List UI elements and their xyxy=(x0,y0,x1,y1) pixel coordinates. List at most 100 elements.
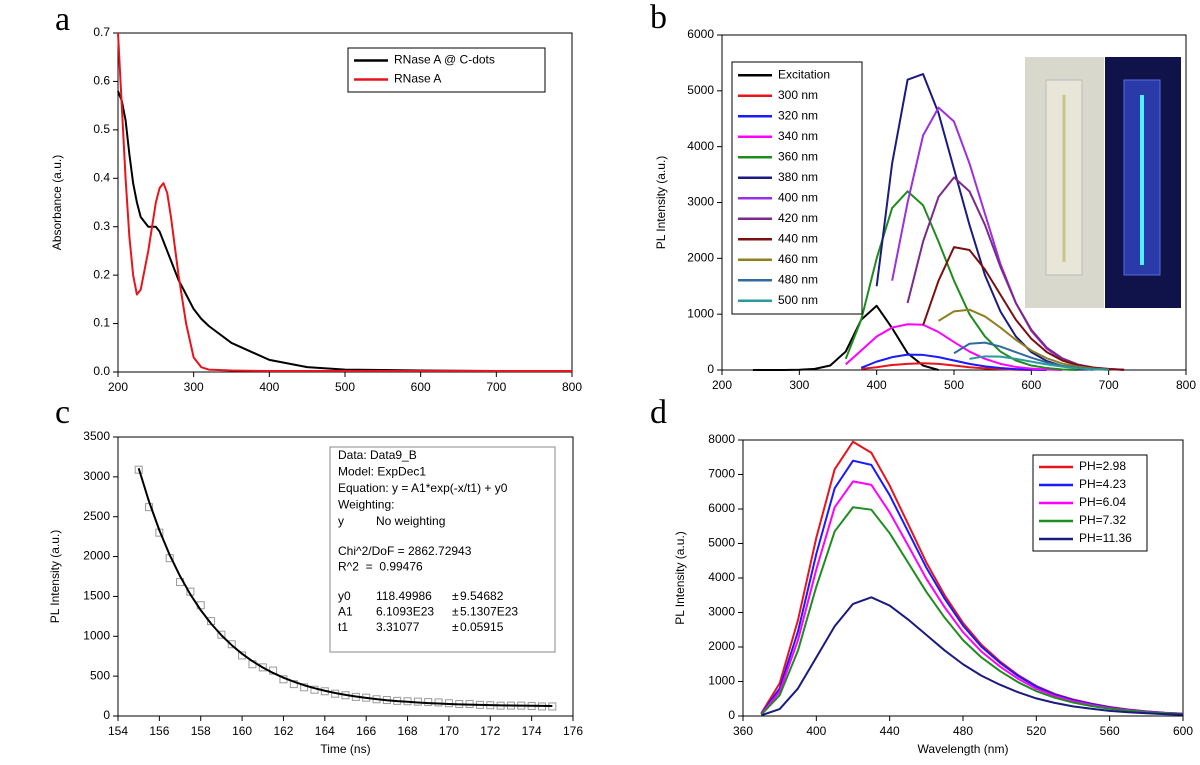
legend-label: PH=11.36 xyxy=(1079,531,1132,545)
fit-param-error: 9.54682 xyxy=(460,589,504,603)
legend-label: PH=4.23 xyxy=(1079,477,1126,491)
fit-param-error: 0.05915 xyxy=(460,620,504,634)
legend-box xyxy=(347,47,546,93)
fit-box-frame xyxy=(329,446,556,653)
fit-text: Chi^2/DoF = 2862.72943 xyxy=(338,544,472,558)
x-tick-label: 158 xyxy=(191,724,211,738)
x-tick-label: 520 xyxy=(1026,724,1046,738)
y-tick-label: 6000 xyxy=(708,501,735,515)
y-tick-label: 500 xyxy=(90,668,110,682)
series-line xyxy=(760,506,1184,716)
legend-label: 500 nm xyxy=(778,293,818,307)
series-line xyxy=(845,323,1063,371)
legend-label: PH=6.04 xyxy=(1079,495,1126,509)
x-tick-label: 174 xyxy=(522,724,542,738)
inset-photo xyxy=(1025,57,1181,308)
legend-label: Excitation xyxy=(778,67,830,81)
panel-letter: a xyxy=(55,1,70,38)
x-tick-label: 800 xyxy=(562,380,582,394)
y-tick-label: 1500 xyxy=(83,589,110,603)
x-tick-label: 600 xyxy=(1173,724,1193,738)
fit-text: Data: Data9_B xyxy=(338,448,417,462)
fit-param-name: t1 xyxy=(338,620,348,634)
x-tick-label: 440 xyxy=(880,724,900,738)
legend-label: PH=2.98 xyxy=(1079,459,1126,473)
x-tick-label: 200 xyxy=(108,380,128,394)
x-tick-label: 154 xyxy=(108,724,128,738)
legend-label: 400 nm xyxy=(778,190,818,204)
y-axis-label: PL Intensity (a.u.) xyxy=(673,531,687,625)
x-tick-label: 160 xyxy=(232,724,252,738)
y-tick-label: 3000 xyxy=(687,195,714,209)
legend-label: 300 nm xyxy=(778,88,818,102)
fit-param-pm: ± xyxy=(452,589,459,603)
fit-text: No weighting xyxy=(376,514,445,528)
x-tick-label: 360 xyxy=(733,724,753,738)
data-point xyxy=(217,630,226,639)
y-tick-label: 2000 xyxy=(687,251,714,265)
panel: a 200 300 400 500 600 700 800 0.0 0.1 0.2 0.3 0.4 0.5… xyxy=(50,1,582,394)
y-tick-label: 0 xyxy=(707,362,714,376)
legend-label: 480 nm xyxy=(778,272,818,286)
fit-param-name: A1 xyxy=(338,605,353,619)
legend-label: 440 nm xyxy=(778,231,818,245)
legend-label: PH=7.32 xyxy=(1079,513,1126,527)
legend-label: 460 nm xyxy=(778,252,818,266)
y-tick-label: 0.4 xyxy=(93,170,110,184)
x-tick-label: 162 xyxy=(273,724,293,738)
y-axis-label: PL Intensity (a.u.) xyxy=(48,530,62,624)
y-tick-label: 1000 xyxy=(708,674,735,688)
x-axis-label: Wavelength (nm) xyxy=(918,742,1009,756)
y-axis-label: Absorbance (a.u.) xyxy=(50,155,64,250)
series-line xyxy=(938,308,1109,371)
x-tick-label: 156 xyxy=(149,724,169,738)
legend: RNase A @ C-dots RNase A xyxy=(347,47,546,93)
y-tick-label: 1000 xyxy=(687,306,714,320)
y-tick-label: 2500 xyxy=(83,509,110,523)
x-tick-label: 172 xyxy=(480,724,500,738)
legend-label: 420 nm xyxy=(778,211,818,225)
fit-param-name: y0 xyxy=(338,589,351,603)
series-line xyxy=(117,90,572,373)
series-line xyxy=(117,32,572,373)
fit-text: Model: ExpDec1 xyxy=(338,465,426,479)
legend: Excitation 300 nm 320 nm 340 nm 360 nm 380 nm… xyxy=(731,61,863,315)
y-tick-label: 0.1 xyxy=(93,316,110,330)
x-tick-label: 500 xyxy=(944,378,964,392)
x-tick-label: 700 xyxy=(1099,378,1119,392)
legend-label: RNase A xyxy=(394,72,441,86)
fit-text: y xyxy=(338,514,344,528)
y-tick-label: 4000 xyxy=(687,139,714,153)
fit-param-value: 118.49986 xyxy=(376,589,432,603)
x-tick-label: 300 xyxy=(184,380,204,394)
x-tick-label: 300 xyxy=(789,378,809,392)
x-tick-label: 480 xyxy=(953,724,973,738)
x-tick-label: 168 xyxy=(398,724,418,738)
x-tick-label: 164 xyxy=(315,724,335,738)
panel: c 154 156 158 160 162 164 166 168 170 172 174 176 0 50… xyxy=(48,394,583,756)
y-tick-label: 5000 xyxy=(687,83,714,97)
x-tick-label: 176 xyxy=(563,724,583,738)
series-line xyxy=(860,353,1047,371)
panel-letter: c xyxy=(55,394,70,431)
fit-param-pm: ± xyxy=(452,605,459,619)
y-tick-label: 6000 xyxy=(687,27,714,41)
y-tick-label: 3500 xyxy=(83,429,110,443)
legend-label: 320 nm xyxy=(778,108,818,122)
y-tick-label: 0.6 xyxy=(93,74,110,88)
y-tick-label: 2000 xyxy=(708,639,735,653)
fit-param-value: 3.31077 xyxy=(376,620,420,634)
y-tick-label: 0 xyxy=(728,708,735,722)
x-tick-label: 400 xyxy=(806,724,826,738)
panel: b 200 300 400 500 600 700 800 0 1000 2000 3000 4000 5… xyxy=(650,0,1196,392)
y-tick-label: 4000 xyxy=(708,570,735,584)
y-tick-label: 0.2 xyxy=(93,267,110,281)
y-tick-label: 0.3 xyxy=(93,219,110,233)
fit-text: R^2 = 0.99476 xyxy=(338,560,423,574)
y-tick-label: 3000 xyxy=(708,605,735,619)
fit-param-value: 6.1093E23 xyxy=(376,605,434,619)
y-tick-label: 5000 xyxy=(708,536,735,550)
data-point xyxy=(258,663,267,672)
